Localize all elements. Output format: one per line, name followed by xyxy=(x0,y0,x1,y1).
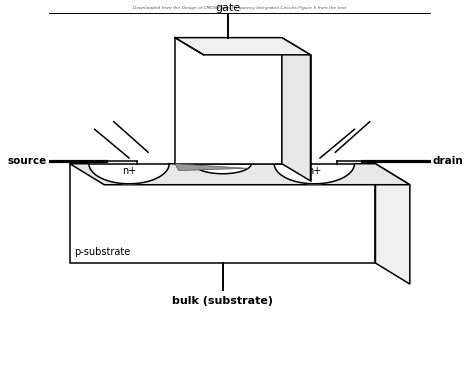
Polygon shape xyxy=(274,164,355,184)
Polygon shape xyxy=(89,164,169,184)
Text: Downloaded from the Design of CMOS Radio-Frequency Integrated Circuits Figure 5 : Downloaded from the Design of CMOS Radio… xyxy=(133,6,346,10)
Text: gate: gate xyxy=(216,3,241,13)
Polygon shape xyxy=(70,164,410,185)
Text: drain: drain xyxy=(433,156,464,166)
Text: p-substrate: p-substrate xyxy=(73,247,130,257)
Polygon shape xyxy=(194,164,251,174)
Text: n+: n+ xyxy=(307,166,321,176)
Polygon shape xyxy=(175,38,310,55)
Polygon shape xyxy=(175,38,282,164)
Polygon shape xyxy=(70,164,375,263)
Text: source: source xyxy=(8,156,47,166)
Text: n+: n+ xyxy=(122,166,136,176)
Polygon shape xyxy=(282,38,310,181)
Polygon shape xyxy=(175,164,247,171)
Text: bulk (substrate): bulk (substrate) xyxy=(172,296,273,306)
Polygon shape xyxy=(375,164,410,284)
